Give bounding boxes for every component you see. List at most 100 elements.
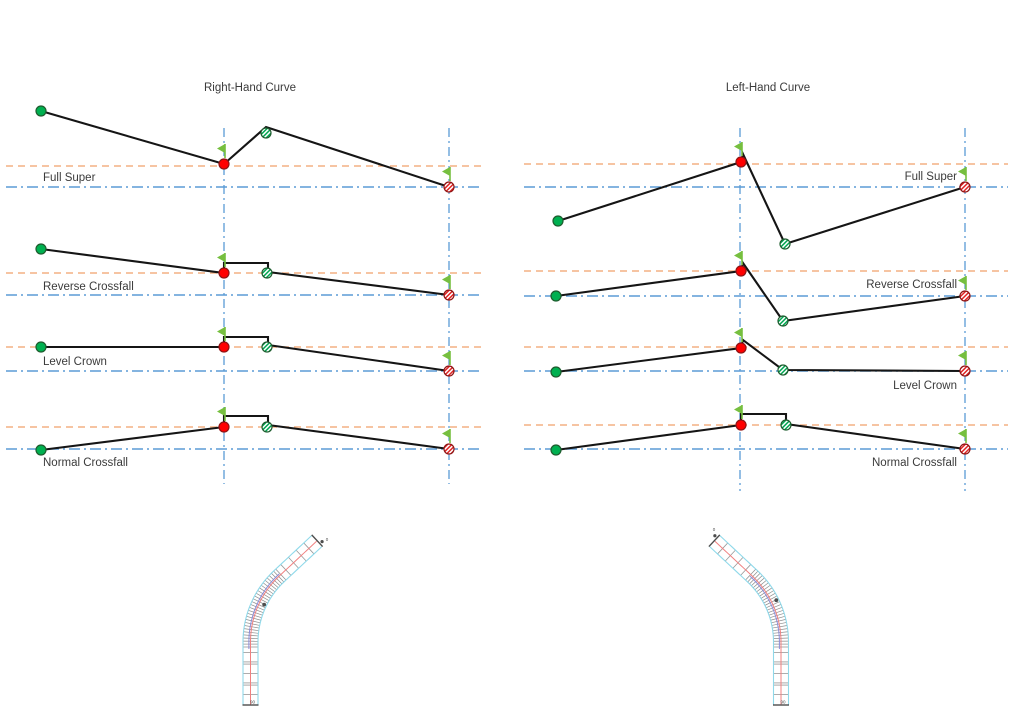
flag-icon [958, 276, 967, 290]
marker-green-dot [35, 444, 47, 456]
flag-pennant [734, 251, 742, 260]
flag-pennant [958, 429, 966, 438]
flag-pennant [958, 351, 966, 360]
crossfall-profile-line [555, 338, 966, 374]
row-label: Reverse Crossfall [866, 279, 957, 291]
station-label: 90 [780, 700, 786, 705]
crossfall-profile-line [40, 414, 450, 452]
marker-green-hatched-dot [777, 364, 789, 376]
right-hand-curve-plan: 0 90 [242, 534, 329, 706]
flag-pennant [217, 407, 225, 416]
flag-icon [442, 429, 451, 443]
marker-green-dot [35, 243, 47, 255]
row-label: Normal Crossfall [43, 457, 128, 469]
marker-green-hatched-dot [261, 421, 273, 433]
flag-icon [217, 407, 226, 421]
marker-green-hatched-dot [780, 419, 792, 431]
row-label: Full Super [43, 172, 96, 184]
flag-pennant [442, 167, 450, 176]
flag-pennant [734, 142, 742, 151]
flag-icon [734, 405, 743, 419]
flag-pennant [958, 167, 966, 176]
marker-red-hatched-dot [443, 365, 455, 377]
marker-red-dot [218, 421, 230, 433]
marker-red-hatched-dot [443, 443, 455, 455]
marker-green-dot [35, 341, 47, 353]
crossfall-profile-line [40, 247, 450, 297]
station-marker [713, 534, 717, 538]
left-hand-curve-plan: 0 90 [708, 527, 790, 706]
marker-red-hatched-dot [959, 443, 971, 455]
road-transition-line [749, 575, 780, 649]
road-tick [708, 534, 721, 548]
flag-icon [958, 351, 967, 365]
row-label: Level Crown [893, 380, 957, 392]
flag-pennant [442, 351, 450, 360]
flag-icon [442, 275, 451, 289]
road-centerline [250, 540, 317, 705]
flag-icon [958, 429, 967, 443]
road-plans-layer: 0 90 0 90 [242, 527, 790, 706]
flag-icon [958, 167, 967, 181]
marker-green-dot [552, 215, 564, 227]
flag-icon [217, 144, 226, 158]
marker-green-hatched-dot [779, 238, 791, 250]
station-label: 90 [250, 700, 256, 705]
flag-pennant [217, 253, 225, 262]
marker-green-dot [550, 444, 562, 456]
marker-green-dot [35, 105, 47, 117]
road-edge-line [257, 546, 323, 705]
crossfall-profile-line [555, 412, 966, 452]
marker-red-dot [218, 267, 230, 279]
marker-red-dot [735, 342, 747, 354]
marker-red-hatched-dot [959, 290, 971, 302]
panel-title: Left-Hand Curve [726, 82, 810, 94]
row-label: Level Crown [43, 356, 107, 368]
crossfall-profile-line [557, 150, 966, 246]
road-edge-line [242, 535, 312, 705]
marker-red-hatched-dot [959, 181, 971, 193]
flag-pennant [442, 275, 450, 284]
marker-green-dot [550, 290, 562, 302]
station-label: 0 [326, 537, 329, 542]
marker-red-hatched-dot [443, 181, 455, 193]
flag-icon [734, 251, 743, 265]
flag-pennant [217, 327, 225, 336]
station-marker [774, 598, 779, 603]
marker-green-hatched-dot [261, 267, 273, 279]
road-edge-line [709, 546, 775, 705]
flag-pennant [958, 276, 966, 285]
crossfall-profile-line [555, 260, 966, 323]
station-marker [262, 602, 267, 607]
crossfall-profile-line [40, 109, 450, 188]
row-label: Normal Crossfall [872, 457, 957, 469]
labels-layer: Full Super Reverse Crossfall Level Crown No… [43, 82, 957, 469]
marker-red-dot [735, 265, 747, 277]
marker-red-hatched-dot [959, 365, 971, 377]
crossfall-profile-line [41, 335, 450, 373]
marker-red-dot [218, 158, 230, 170]
marker-green-hatched-dot [260, 127, 272, 139]
marker-red-hatched-dot [443, 289, 455, 301]
flags-layer [217, 142, 967, 443]
flag-pennant [734, 328, 742, 337]
flag-icon [734, 328, 743, 342]
flag-icon [442, 351, 451, 365]
marker-red-dot [735, 156, 747, 168]
flag-icon [217, 327, 226, 341]
flag-pennant [217, 144, 225, 153]
markers-layer [35, 105, 971, 456]
panel-title: Right-Hand Curve [204, 82, 296, 94]
marker-green-hatched-dot [777, 315, 789, 327]
profile-lines-layer [40, 109, 966, 452]
road-transition-line [248, 573, 280, 649]
marker-red-dot [735, 419, 747, 431]
row-label: Full Super [905, 171, 958, 183]
road-centerline [714, 540, 782, 705]
flag-icon [734, 142, 743, 156]
row-label: Reverse Crossfall [43, 281, 134, 293]
marker-green-dot [550, 366, 562, 378]
road-tick [311, 534, 324, 548]
